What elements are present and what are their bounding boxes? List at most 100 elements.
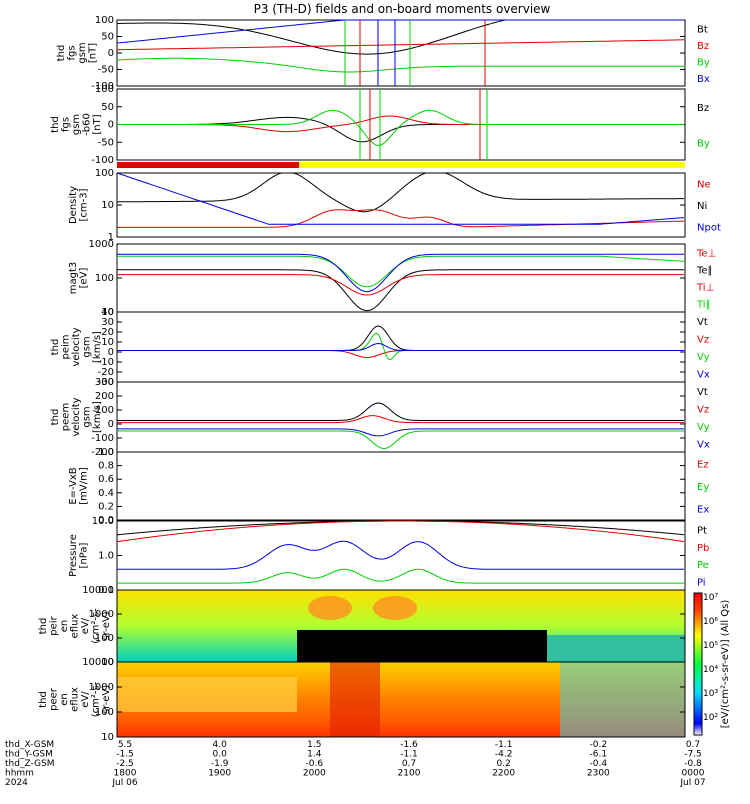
legend-entry: Bt: [697, 24, 708, 35]
y-tick-label: 1000: [89, 239, 114, 250]
y-axis-label: peer: [49, 687, 60, 711]
y-axis-label: (cm²-s-: [91, 681, 102, 717]
y-tick-label: 100: [95, 405, 114, 416]
colorbar-tick: 10⁴: [703, 665, 718, 675]
y-axis-label: (cm²-s-: [91, 608, 102, 644]
legend-entry: Vt: [697, 387, 708, 398]
y-tick-label: 10.0: [92, 516, 114, 527]
y-tick-label: 10: [101, 337, 114, 348]
y-tick-label: 0.8: [98, 461, 114, 472]
y-axis-label: peem: [61, 403, 72, 431]
spectrogram-electron-hot: [330, 662, 380, 737]
x-row-value: 2200: [492, 769, 515, 779]
y-axis-label: E=-VxB: [68, 467, 79, 504]
x-row-value: 0.0: [213, 750, 228, 760]
colorbar-tick: 10⁵: [703, 641, 718, 651]
panel-vel-i: 300 200 100 0 -100 -200 thd peem velocity gsm [km/…: [50, 377, 710, 458]
y-tick-label: 100: [95, 168, 114, 179]
x-row-value: Jul 07: [679, 778, 705, 788]
y-axis-label: eV/: [80, 617, 91, 634]
legend-entry: Bz: [697, 41, 709, 52]
y-tick-label: 50: [101, 102, 114, 113]
colorbar-tick: 10²: [703, 713, 718, 723]
y-tick-label: 100: [95, 273, 114, 284]
y-tick-label: 10: [101, 732, 114, 743]
y-tick-label: -50: [98, 65, 114, 76]
x-row-value: 0.7: [686, 740, 700, 750]
panel-pressure: 10.0 1.0 0.1 Pressure [nPa] Pt Pb Pe Pi: [68, 516, 709, 596]
panel-temp: 1000 100 10 magt3 [eV] Te⊥ Te∥ Ti⊥ Ti∥: [68, 239, 716, 318]
y-tick-label: 0.1: [98, 585, 114, 596]
y-axis-label: en: [59, 693, 70, 706]
y-axis-label: peir: [49, 615, 60, 635]
y-tick-label: 1.0: [98, 551, 114, 562]
x-row-value: -1.6: [400, 740, 418, 750]
x-row-value: -0.6: [306, 759, 324, 769]
y-tick-label: 300: [95, 377, 114, 388]
y-axis-label: thd: [38, 618, 49, 635]
y-tick-label: 100: [95, 15, 114, 26]
spectrogram-electron-cold: [560, 662, 685, 737]
x-row-value: 2100: [398, 769, 421, 779]
y-tick-label: 0.2: [98, 501, 114, 512]
y-axis-label: fgs: [61, 117, 72, 132]
y-axis-label: sr-eV): [101, 611, 112, 640]
x-row-value: -0.8: [684, 759, 702, 769]
legend-entry: Vz: [697, 404, 709, 415]
y-tick-label: 100: [95, 707, 114, 718]
y-axis-label: [km/s]: [92, 331, 103, 363]
spectrogram-ion-low: [547, 635, 685, 662]
colorbar: [693, 592, 703, 736]
page-title: P3 (TH-D) fields and on-board moments ov…: [254, 2, 551, 16]
y-tick-label: 10000: [82, 585, 114, 596]
y-tick-label: -100: [91, 81, 114, 92]
panel-density: 100 10 1 Density [cm-3] Ne Ni Npot: [68, 168, 721, 243]
y-tick-label: 0.0: [98, 515, 114, 526]
y-tick-label: 0: [108, 48, 114, 59]
y-axis-label: [nPa]: [79, 542, 90, 568]
y-axis-label: en: [59, 620, 70, 633]
y-axis-label: fgs: [67, 45, 78, 60]
y-axis-label: [nT]: [92, 114, 103, 134]
legend-entry: Ni: [697, 201, 707, 212]
x-row-value: -4.2: [495, 750, 513, 760]
panel-efield: 1.0 0.8 0.6 0.4 0.2 0.0 E=-VxB [mV/m] Ez Ey Ex: [68, 447, 709, 526]
legend-entry: Ti⊥: [696, 283, 714, 294]
y-axis-label: velocity: [71, 327, 82, 366]
y-tick-label: -10: [98, 357, 114, 368]
y-tick-label: 10: [101, 307, 114, 318]
legend-entry: Bz: [697, 103, 709, 114]
y-tick-label: 10: [101, 657, 114, 668]
y-tick-label: 100: [95, 633, 114, 644]
x-row-value: 0000: [682, 769, 705, 779]
x-row-value: -2.5: [116, 759, 134, 769]
x-row-value: 2300: [587, 769, 610, 779]
status-bar-yellow: [299, 162, 685, 168]
y-tick-label: 0.4: [98, 488, 114, 499]
x-row-value: 4.0: [213, 740, 228, 750]
y-axis-label: [cm-3]: [79, 188, 90, 221]
legend-entry: Vx: [697, 439, 710, 450]
y-tick-label: -20: [98, 367, 114, 378]
x-row-value: 2000: [303, 769, 326, 779]
y-axis-label: gsm: [82, 336, 93, 357]
y-axis-label: -b60: [82, 113, 93, 136]
y-tick-label: 40: [101, 307, 114, 318]
y-axis-label: [mV/m]: [79, 467, 90, 505]
x-row-label: 2024: [5, 778, 28, 788]
y-axis-label: gsm: [71, 114, 82, 135]
y-axis-label: [km/s]: [92, 401, 103, 433]
legend-entry: Ne: [697, 180, 711, 191]
x-row-value: 1900: [208, 769, 231, 779]
y-axis-label: eflux: [70, 614, 81, 639]
legend-entry: Vz: [697, 334, 709, 345]
x-row-label: thd_Z-GSM: [5, 759, 54, 769]
y-tick-label: -200: [91, 447, 114, 458]
legend-entry: Vt: [697, 317, 708, 328]
legend-entry: Pe: [697, 560, 709, 571]
status-bar-red: [117, 162, 299, 168]
legend-entry: Bx: [697, 74, 710, 85]
panel-frame: [116, 451, 686, 521]
